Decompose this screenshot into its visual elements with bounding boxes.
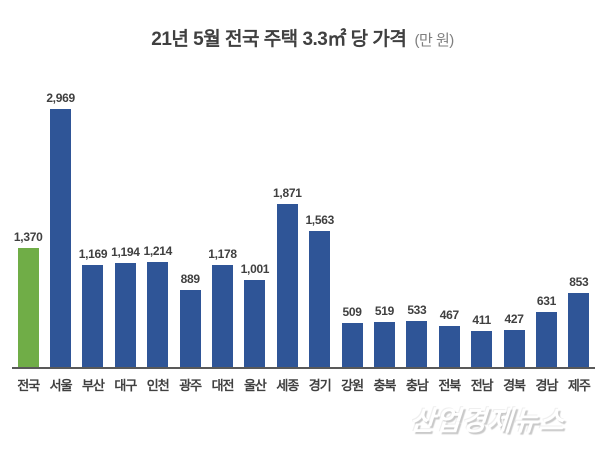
bar-column: 1,563 — [304, 213, 336, 367]
x-axis-label: 세종 — [276, 378, 299, 393]
bar-value-label: 853 — [569, 275, 589, 289]
bar-column: 1,001 — [239, 262, 271, 367]
bar-column: 427 — [498, 312, 530, 367]
bar-value-label: 427 — [504, 312, 524, 326]
bar — [341, 323, 363, 367]
bar-value-label: 467 — [439, 308, 459, 322]
bar-value-label: 1,370 — [13, 230, 43, 244]
x-axis-label: 울산 — [243, 378, 267, 393]
bar-column: 467 — [433, 308, 465, 367]
bar-column: 1,178 — [206, 247, 238, 367]
bar-value-label: 1,169 — [78, 247, 108, 261]
bar-value-label: 631 — [536, 294, 556, 308]
bar — [114, 263, 136, 367]
bar-column: 1,871 — [271, 186, 303, 367]
x-axis-label: 제주 — [567, 378, 591, 393]
bar-value-label: 1,563 — [305, 213, 334, 227]
chart-title-text: 21년 5월 전국 주택 3.3㎡ 당 가격 — [151, 29, 407, 50]
plot-area: 1,370 2,969 1,169 1,194 1,214 889 1,178 1,001 1,… — [12, 89, 595, 369]
bar-column: 519 — [368, 304, 400, 367]
bar — [406, 321, 428, 367]
plot-wrap: 1,370 2,969 1,169 1,194 1,214 889 1,178 1,001 1,… — [12, 89, 595, 394]
bar-value-label: 1,871 — [273, 186, 302, 200]
bar-column: 1,370 — [12, 230, 44, 367]
x-axis-label: 전남 — [470, 378, 494, 393]
bar-column: 2,969 — [44, 91, 76, 367]
bar-column: 411 — [465, 313, 497, 367]
bar-value-label: 411 — [472, 313, 491, 327]
x-axis-label: 경북 — [503, 378, 526, 393]
x-axis-label: 전국 — [17, 378, 40, 393]
bar-value-label: 533 — [407, 303, 427, 317]
bar-value-label: 889 — [180, 272, 200, 286]
bar — [535, 312, 557, 367]
x-axis-label: 경남 — [535, 378, 558, 393]
x-axis-label: 전북 — [438, 378, 461, 393]
bar-column: 1,194 — [109, 245, 141, 367]
bar — [568, 293, 590, 367]
x-axis-label: 광주 — [179, 378, 202, 393]
bar — [82, 265, 104, 367]
chart-title-unit: (만 원) — [414, 32, 454, 49]
bar — [17, 248, 39, 367]
bar-column: 853 — [563, 275, 595, 367]
bar-value-label: 1,214 — [143, 244, 173, 258]
bar-value-label: 1,178 — [208, 247, 237, 261]
bar-column: 1,169 — [77, 247, 109, 367]
x-axis-label: 충북 — [373, 378, 397, 393]
bar — [147, 262, 169, 367]
bar — [373, 322, 395, 367]
bar — [179, 290, 201, 367]
x-axis-label: 충남 — [405, 378, 429, 393]
bar — [50, 109, 72, 367]
bar-column: 509 — [336, 305, 368, 367]
chart-title: 21년 5월 전국 주택 3.3㎡ 당 가격 (만 원) — [0, 24, 605, 51]
bar-value-label: 519 — [374, 304, 395, 318]
bar-column: 889 — [174, 272, 206, 367]
x-axis-label: 대구 — [114, 378, 137, 393]
x-axis-label: 인천 — [146, 378, 170, 393]
bar-column: 631 — [530, 294, 562, 367]
x-axis-label: 서울 — [49, 378, 73, 393]
bar-value-label: 1,001 — [240, 262, 270, 276]
bar — [309, 231, 331, 367]
bar-column: 1,214 — [142, 244, 174, 367]
bar — [244, 280, 266, 367]
bar-column: 533 — [401, 303, 433, 367]
bar — [503, 330, 525, 367]
bar-value-label: 2,969 — [46, 91, 75, 105]
x-axis-label: 경기 — [308, 378, 332, 393]
bar — [438, 326, 460, 367]
x-axis-label: 대전 — [211, 378, 235, 393]
x-axis-label: 강원 — [341, 378, 364, 393]
bar — [471, 331, 493, 367]
x-axis-label: 부산 — [82, 378, 105, 393]
watermark: 산업경제뉴스 — [408, 406, 566, 436]
bar-value-label: 1,194 — [111, 245, 140, 259]
x-axis-labels: 전국 서울 부산 대구 인천 광주 대전 울산 세종 경기 강원 충북 충남 전북 전남 경북 경남 제주 — [12, 375, 595, 394]
bar — [212, 265, 234, 367]
bar-value-label: 509 — [342, 305, 362, 319]
bar — [276, 204, 298, 367]
